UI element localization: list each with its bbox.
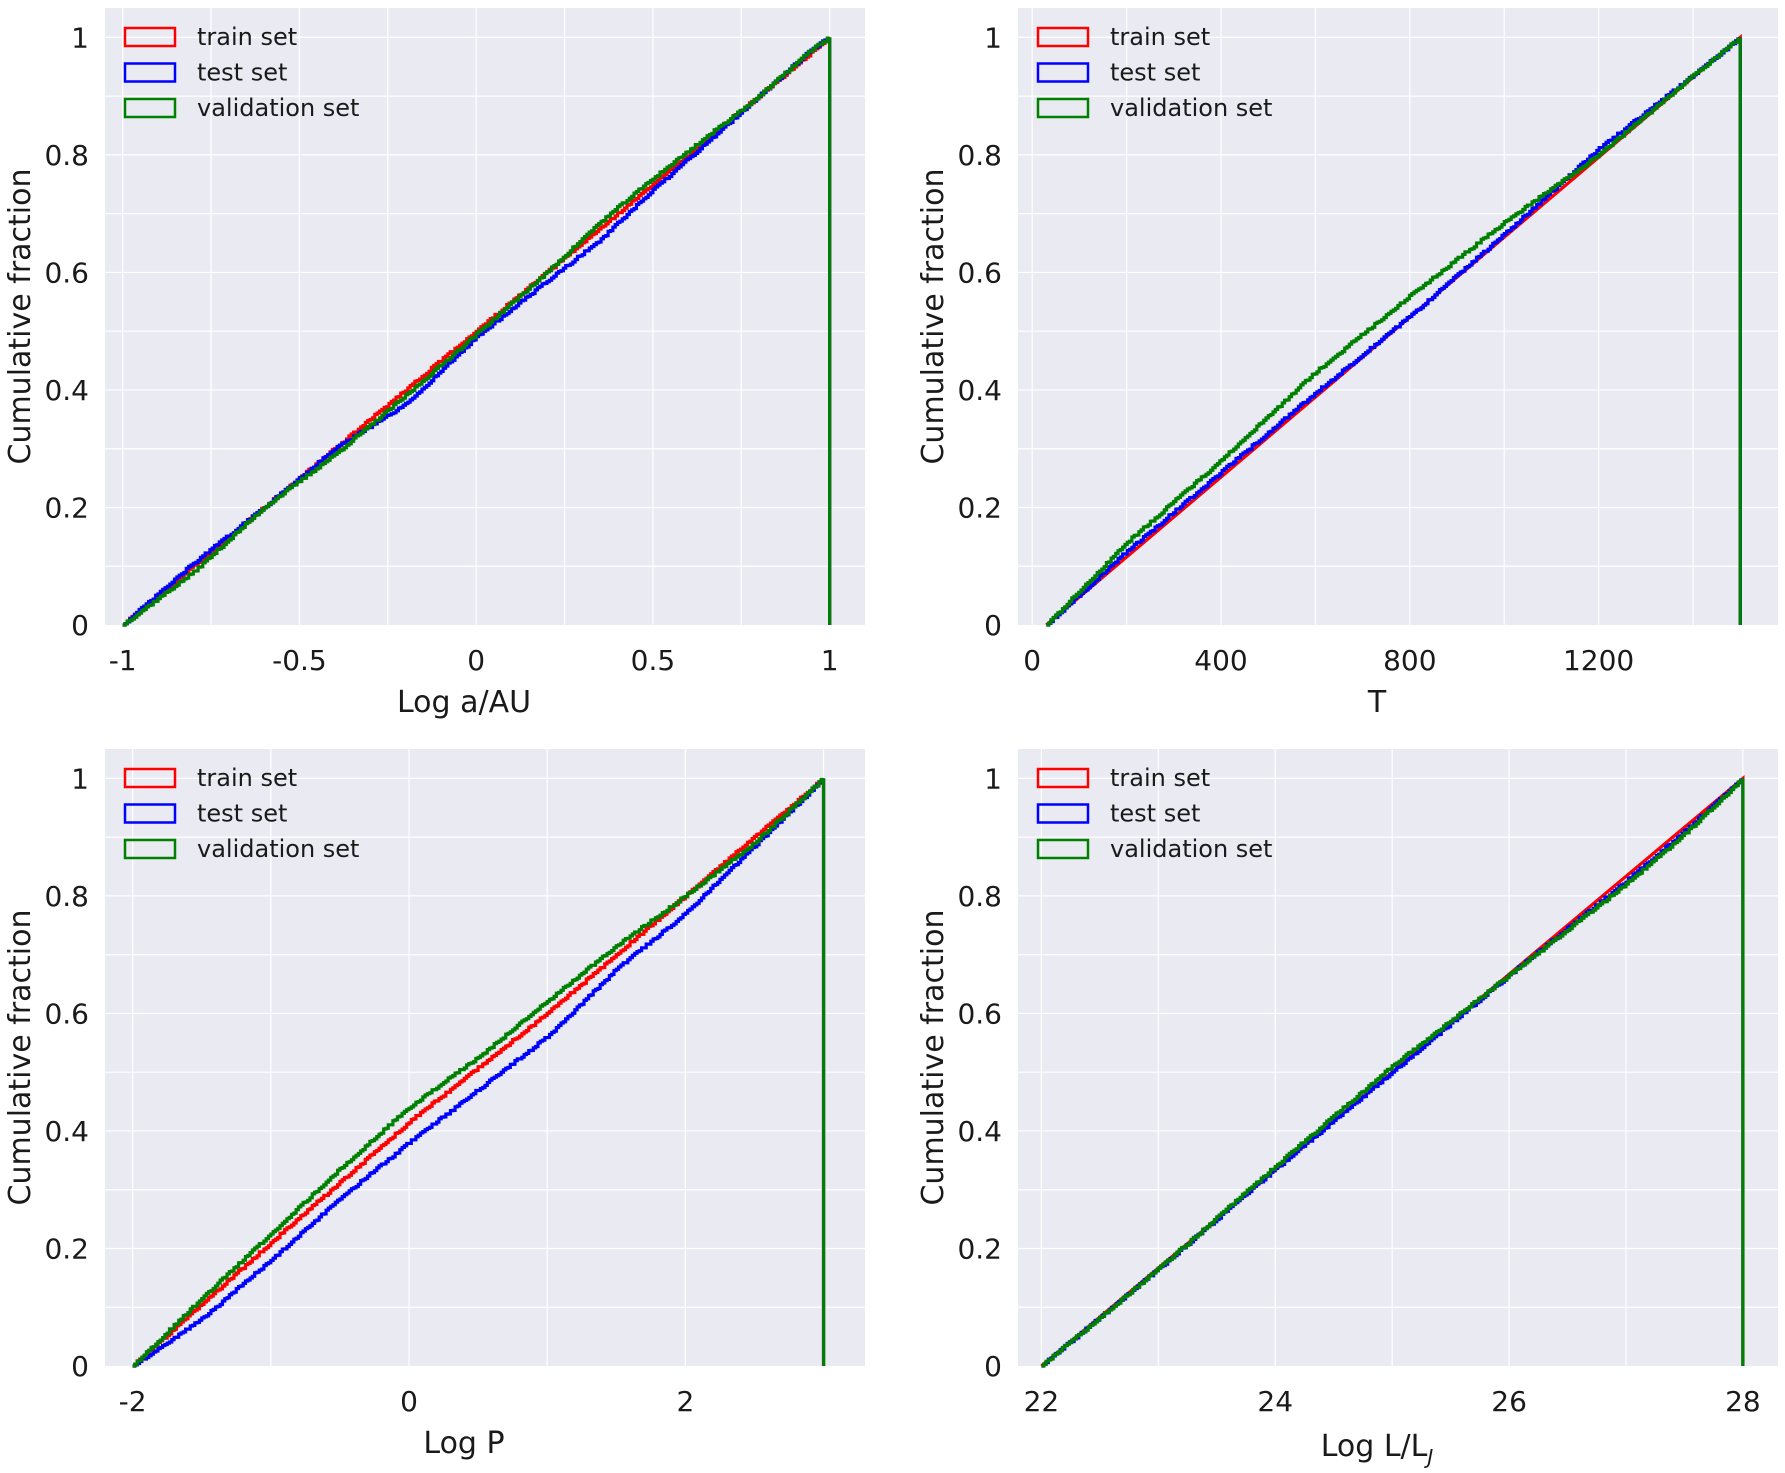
y-tick-label: 0.4: [957, 1115, 1002, 1148]
legend-swatch: [1036, 97, 1090, 119]
legend-label: validation set: [197, 94, 359, 122]
y-axis-label: Cumulative fraction: [916, 909, 951, 1205]
series-line-validation-set: [132, 777, 826, 1368]
x-tick-label: 400: [1194, 644, 1247, 677]
legend-label: test set: [1110, 59, 1200, 87]
legend-swatch: [123, 803, 177, 824]
x-tick-label: 2: [676, 1385, 694, 1418]
legend-label: test set: [197, 59, 287, 87]
legend-swatch: [1036, 26, 1090, 48]
series-line-test-set: [1046, 37, 1742, 627]
legend-label: train set: [197, 23, 297, 51]
x-tick-label: 0: [1023, 644, 1041, 677]
y-axis-label: Cumulative fraction: [916, 168, 951, 464]
legend-swatch: [1036, 62, 1090, 83]
chart-panel-1: 0 0.2 0.4 0.6 0.8 1 -1 -0.5 0 0.5 1 Log a/AU Cumulat…: [3, 8, 865, 720]
legend-label: test set: [197, 800, 287, 828]
y-tick-label: 1: [71, 21, 89, 54]
x-axis-label: Log P: [423, 1426, 504, 1461]
legend-swatch: [123, 26, 177, 48]
x-tick-label: -2: [119, 1385, 147, 1418]
legend-swatch: [1036, 838, 1090, 860]
y-tick-label: 0.4: [44, 374, 89, 407]
y-tick-label: 0.6: [957, 256, 1002, 289]
legend-label: validation set: [197, 835, 359, 863]
chart-panel-2: 0 0.2 0.4 0.6 0.8 1 0 400 800 1200 T Cumulative fra…: [916, 8, 1778, 720]
y-tick-label: 1: [984, 762, 1002, 795]
x-tick-label: 1: [821, 644, 839, 677]
legend-swatch: [123, 838, 177, 860]
y-tick-label: 0.2: [957, 1232, 1002, 1265]
y-tick-label: 0.6: [957, 997, 1002, 1030]
y-tick-label: 0.6: [44, 256, 89, 289]
chart-panel-4: 0 0.2 0.4 0.6 0.8 1 22 24 26 28 Log L/LJ Cumulative…: [916, 749, 1778, 1469]
legend-label: test set: [1110, 800, 1200, 828]
legend-label: train set: [197, 764, 297, 792]
legend-label: validation set: [1110, 835, 1272, 863]
y-tick-label: 1: [984, 21, 1002, 54]
x-tick-label: 0.5: [631, 644, 676, 677]
y-tick-label: 0.6: [44, 997, 89, 1030]
y-tick-label: 0.2: [44, 1232, 89, 1265]
y-tick-label: 0.8: [957, 139, 1002, 172]
legend-swatch: [1036, 767, 1090, 789]
x-tick-label: 22: [1024, 1385, 1060, 1418]
series-line-test-set: [122, 37, 832, 627]
x-axis-label: Log a/AU: [397, 685, 531, 720]
x-tick-label: -0.5: [272, 644, 327, 677]
legend-label: validation set: [1110, 94, 1272, 122]
y-tick-label: 1: [71, 762, 89, 795]
legend-label: train set: [1110, 764, 1210, 792]
plot-area: [1018, 749, 1778, 1366]
legend-swatch: [1036, 803, 1090, 824]
y-tick-label: 0: [71, 1350, 89, 1383]
x-tick-label: 26: [1491, 1385, 1527, 1418]
x-tick-label: -1: [109, 644, 137, 677]
y-tick-label: 0.8: [957, 880, 1002, 913]
x-tick-label: 1200: [1563, 644, 1634, 677]
y-tick-label: 0.8: [44, 139, 89, 172]
y-axis-label: Cumulative fraction: [3, 909, 38, 1205]
chart-panel-3: 0 0.2 0.4 0.6 0.8 1 -2 0 2 Log P Cumulative fracti…: [3, 749, 865, 1461]
x-tick-label: 0: [467, 644, 485, 677]
legend-swatch: [123, 97, 177, 119]
series-line-test-set: [132, 778, 826, 1368]
x-axis-label-subscript: J: [1423, 1445, 1433, 1469]
y-tick-label: 0.2: [957, 491, 1002, 524]
series-line-validation-set: [1046, 37, 1742, 627]
x-tick-label: 800: [1383, 644, 1436, 677]
x-axis-label: Log L/LJ: [1321, 1429, 1434, 1469]
x-tick-label: 0: [400, 1385, 418, 1418]
y-tick-label: 0.4: [957, 374, 1002, 407]
y-axis-label: Cumulative fraction: [3, 168, 38, 464]
legend-label: train set: [1110, 23, 1210, 51]
legend-swatch: [123, 767, 177, 789]
y-tick-label: 0.8: [44, 880, 89, 913]
series-line-validation-set: [1041, 778, 1745, 1368]
y-tick-label: 0: [984, 1350, 1002, 1383]
x-axis-label: T: [1367, 685, 1387, 720]
x-tick-label: 24: [1257, 1385, 1293, 1418]
legend-swatch: [123, 62, 177, 83]
y-tick-label: 0: [984, 609, 1002, 642]
y-tick-label: 0: [71, 609, 89, 642]
y-tick-label: 0.4: [44, 1115, 89, 1148]
series-line-validation-set: [122, 36, 832, 627]
y-tick-label: 0.2: [44, 491, 89, 524]
x-tick-label: 28: [1725, 1385, 1761, 1418]
